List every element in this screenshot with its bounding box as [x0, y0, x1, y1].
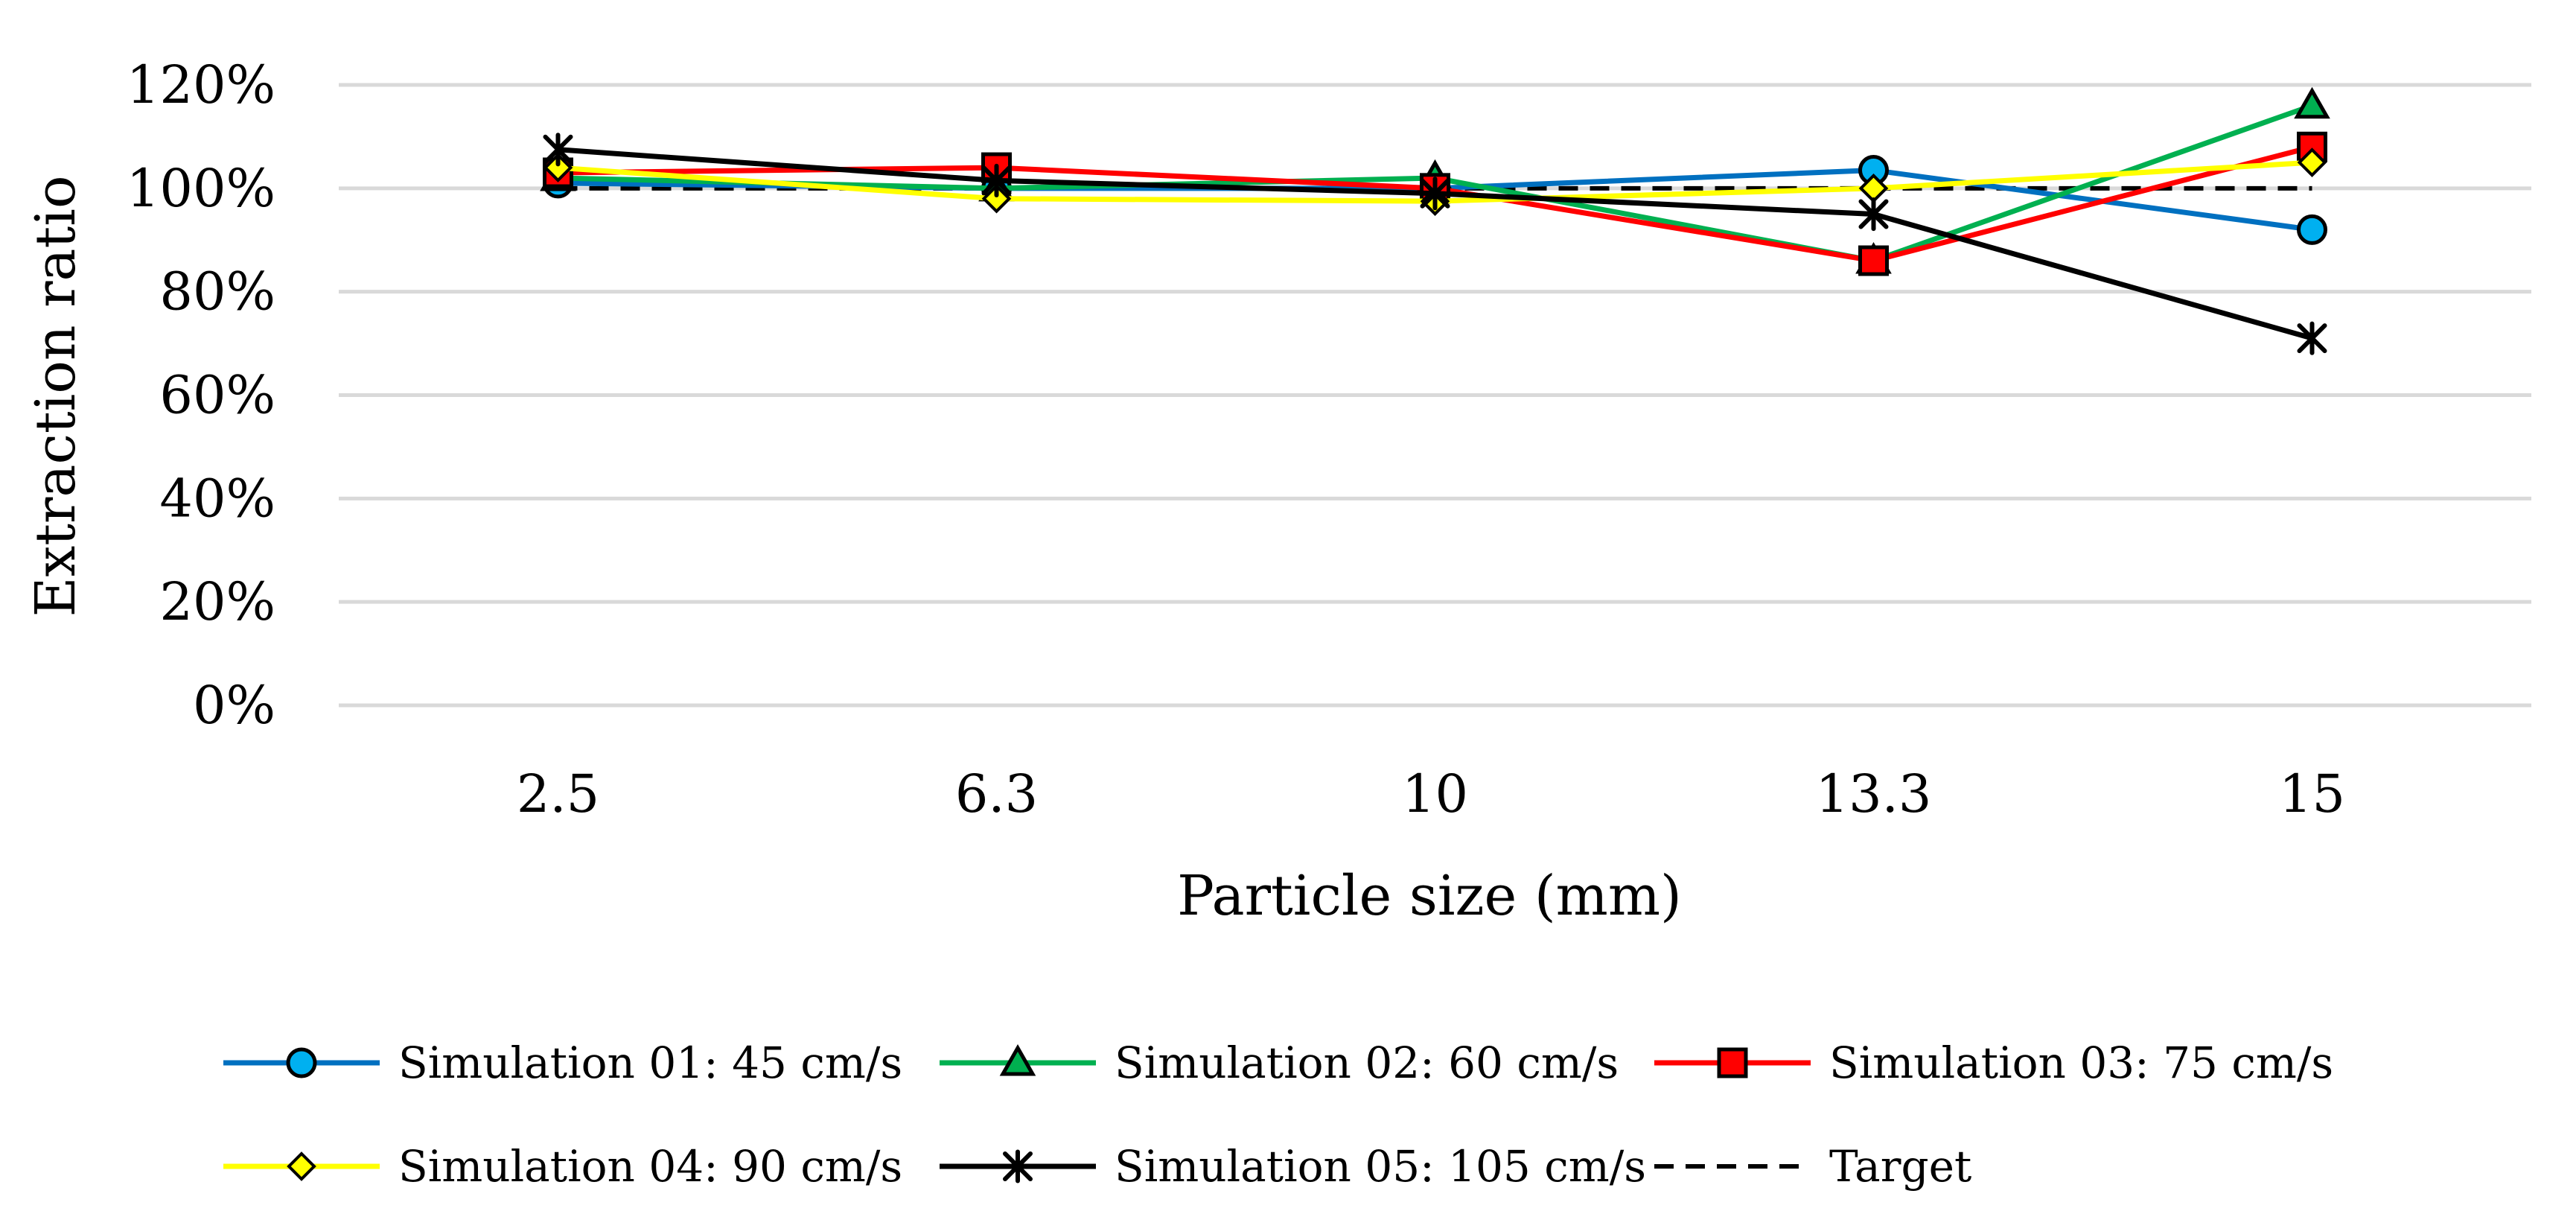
- data-point: [2297, 214, 2327, 245]
- legend-label: Simulation 01: 45 cm/s: [398, 1038, 902, 1088]
- data-point: [2294, 86, 2330, 119]
- data-point: [1858, 197, 1889, 232]
- data-point: [543, 153, 573, 182]
- legend-marker: [1717, 1047, 1748, 1078]
- data-point: [543, 133, 573, 167]
- legend-label: Simulation 04: 90 cm/s: [398, 1141, 902, 1192]
- legend-marker: [287, 1151, 316, 1181]
- legend-marker: [999, 1043, 1036, 1076]
- x-tick-labels: 2.5 6.3 10 13.3 15: [517, 763, 2345, 824]
- legend-label: Simulation 05: 105 cm/s: [1115, 1141, 1646, 1192]
- legend-item: Simulation 04: 90 cm/s: [223, 1141, 902, 1192]
- y-tick-label: 40%: [159, 468, 275, 529]
- y-axis-title: Extraction ratio: [24, 175, 88, 617]
- data-point: [1858, 245, 1889, 276]
- legend-item: Target: [1654, 1141, 1971, 1192]
- legend-label: Target: [1829, 1141, 1971, 1192]
- data-point: [981, 163, 1012, 197]
- x-tick-label: 10: [1402, 763, 1468, 824]
- legend-item: Simulation 05: 105 cm/s: [940, 1141, 1646, 1192]
- data-point: [2297, 147, 2327, 177]
- y-tick-label: 20%: [159, 571, 275, 632]
- y-tick-labels: 0% 20% 40% 60% 80% 100% 120%: [127, 54, 275, 736]
- x-tick-label: 2.5: [517, 763, 599, 824]
- legend-item: Simulation 02: 60 cm/s: [940, 1038, 1619, 1088]
- legend-marker: [286, 1047, 317, 1078]
- y-tick-label: 0%: [193, 675, 275, 736]
- legend: Simulation 01: 45 cm/s Simulation 02: 60 …: [223, 1038, 2333, 1192]
- legend-marker: [1003, 1149, 1033, 1183]
- x-tick-label: 15: [2279, 763, 2345, 824]
- data-point: [2297, 321, 2327, 355]
- x-tick-label: 13.3: [1816, 763, 1932, 824]
- y-tick-label: 120%: [127, 54, 275, 115]
- series-group: [540, 86, 2330, 355]
- legend-item: Simulation 01: 45 cm/s: [223, 1038, 902, 1088]
- y-tick-label: 80%: [159, 261, 275, 322]
- data-point: [1420, 177, 1450, 211]
- data-point: [981, 183, 1012, 214]
- legend-label: Simulation 02: 60 cm/s: [1115, 1038, 1619, 1088]
- legend-item: Simulation 03: 75 cm/s: [1654, 1038, 2333, 1088]
- x-tick-label: 6.3: [955, 763, 1038, 824]
- y-tick-label: 60%: [159, 365, 275, 426]
- series-simulation-05-105-cm-s: [543, 133, 2327, 355]
- x-axis-title: Particle size (mm): [1177, 864, 1682, 928]
- legend-label: Simulation 03: 75 cm/s: [1829, 1038, 2333, 1088]
- y-tick-label: 100%: [127, 158, 275, 219]
